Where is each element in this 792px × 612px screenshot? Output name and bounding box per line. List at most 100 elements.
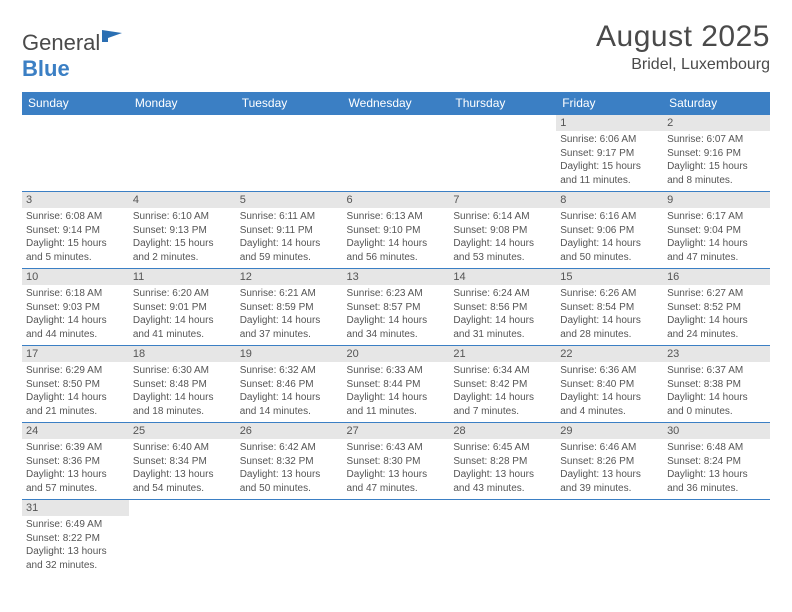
calendar-table: SundayMondayTuesdayWednesdayThursdayFrid… [22,92,770,576]
day-number-cell: 27 [343,423,450,440]
logo: GeneralBlue [22,20,124,82]
day-number-cell: 18 [129,346,236,363]
day-info-line: Daylight: 13 hours [26,468,125,482]
day-info-line: Sunrise: 6:08 AM [26,210,125,224]
day-info-line: Sunset: 9:11 PM [240,224,339,238]
day-content-cell: Sunrise: 6:21 AMSunset: 8:59 PMDaylight:… [236,285,343,346]
logo-text: GeneralBlue [22,28,124,82]
day-content-cell: Sunrise: 6:33 AMSunset: 8:44 PMDaylight:… [343,362,450,423]
day-content-cell: Sunrise: 6:07 AMSunset: 9:16 PMDaylight:… [663,131,770,192]
day-info-line: Daylight: 13 hours [667,468,766,482]
day-info-line: Sunrise: 6:11 AM [240,210,339,224]
day-info-line: and 59 minutes. [240,251,339,265]
day-info-line: Sunset: 8:57 PM [347,301,446,315]
day-info-line: Sunset: 8:52 PM [667,301,766,315]
day-content-cell: Sunrise: 6:11 AMSunset: 9:11 PMDaylight:… [236,208,343,269]
day-info-line: Daylight: 13 hours [453,468,552,482]
day-info-line: and 34 minutes. [347,328,446,342]
day-content-cell [449,516,556,576]
day-info-line: and 50 minutes. [560,251,659,265]
day-info-line: Sunrise: 6:37 AM [667,364,766,378]
weekday-header: Sunday [22,92,129,115]
header: GeneralBlue August 2025 Bridel, Luxembou… [22,20,770,82]
day-number-cell: 30 [663,423,770,440]
day-content-cell: Sunrise: 6:14 AMSunset: 9:08 PMDaylight:… [449,208,556,269]
day-info-line: Sunrise: 6:46 AM [560,441,659,455]
day-content-cell: Sunrise: 6:42 AMSunset: 8:32 PMDaylight:… [236,439,343,500]
day-number-cell: 14 [449,269,556,286]
day-number-cell: 5 [236,192,343,209]
day-info-line: Sunrise: 6:10 AM [133,210,232,224]
day-number-cell [236,500,343,517]
day-info-line: Daylight: 14 hours [453,314,552,328]
day-number-cell: 23 [663,346,770,363]
day-info-line: Daylight: 15 hours [667,160,766,174]
day-content-cell: Sunrise: 6:26 AMSunset: 8:54 PMDaylight:… [556,285,663,346]
day-number-cell: 8 [556,192,663,209]
weekday-header: Monday [129,92,236,115]
day-number-row: 3456789 [22,192,770,209]
day-info-line: Daylight: 13 hours [26,545,125,559]
day-content-cell: Sunrise: 6:43 AMSunset: 8:30 PMDaylight:… [343,439,450,500]
day-number-cell: 25 [129,423,236,440]
day-number-cell [343,115,450,132]
day-info-line: Sunset: 8:50 PM [26,378,125,392]
logo-flag-icon [102,28,124,44]
day-info-line: Sunset: 8:34 PM [133,455,232,469]
day-info-line: Sunrise: 6:40 AM [133,441,232,455]
day-content-row: Sunrise: 6:29 AMSunset: 8:50 PMDaylight:… [22,362,770,423]
day-number-cell: 19 [236,346,343,363]
day-content-cell: Sunrise: 6:29 AMSunset: 8:50 PMDaylight:… [22,362,129,423]
day-info-line: and 44 minutes. [26,328,125,342]
day-number-cell: 4 [129,192,236,209]
day-info-line: Sunrise: 6:32 AM [240,364,339,378]
day-number-row: 17181920212223 [22,346,770,363]
day-info-line: Daylight: 14 hours [453,391,552,405]
day-content-cell: Sunrise: 6:08 AMSunset: 9:14 PMDaylight:… [22,208,129,269]
day-number-row: 31 [22,500,770,517]
day-info-line: Sunset: 9:10 PM [347,224,446,238]
day-number-cell: 3 [22,192,129,209]
day-number-cell: 12 [236,269,343,286]
day-content-cell: Sunrise: 6:24 AMSunset: 8:56 PMDaylight:… [449,285,556,346]
day-info-line: and 32 minutes. [26,559,125,573]
day-info-line: and 41 minutes. [133,328,232,342]
day-content-cell: Sunrise: 6:34 AMSunset: 8:42 PMDaylight:… [449,362,556,423]
day-info-line: Sunrise: 6:36 AM [560,364,659,378]
day-info-line: Sunset: 8:24 PM [667,455,766,469]
day-info-line: and 31 minutes. [453,328,552,342]
day-info-line: Sunset: 9:01 PM [133,301,232,315]
day-info-line: Sunrise: 6:48 AM [667,441,766,455]
day-content-cell [129,131,236,192]
day-content-cell: Sunrise: 6:13 AMSunset: 9:10 PMDaylight:… [343,208,450,269]
day-info-line: Sunrise: 6:07 AM [667,133,766,147]
day-info-line: and 36 minutes. [667,482,766,496]
day-number-cell: 29 [556,423,663,440]
day-info-line: and 5 minutes. [26,251,125,265]
day-info-line: and 47 minutes. [667,251,766,265]
day-number-row: 24252627282930 [22,423,770,440]
day-info-line: Sunset: 8:22 PM [26,532,125,546]
day-info-line: Daylight: 14 hours [667,237,766,251]
day-info-line: Daylight: 15 hours [560,160,659,174]
day-info-line: Daylight: 13 hours [133,468,232,482]
day-info-line: and 28 minutes. [560,328,659,342]
weekday-header: Wednesday [343,92,450,115]
day-info-line: Sunset: 9:03 PM [26,301,125,315]
day-info-line: Daylight: 15 hours [26,237,125,251]
day-content-cell [129,516,236,576]
day-info-line: and 7 minutes. [453,405,552,419]
day-info-line: Sunset: 8:40 PM [560,378,659,392]
day-number-cell [22,115,129,132]
day-info-line: Daylight: 14 hours [26,391,125,405]
weekday-header: Tuesday [236,92,343,115]
day-number-cell: 24 [22,423,129,440]
day-info-line: Sunrise: 6:49 AM [26,518,125,532]
day-content-cell: Sunrise: 6:49 AMSunset: 8:22 PMDaylight:… [22,516,129,576]
day-number-cell [663,500,770,517]
day-number-cell: 7 [449,192,556,209]
day-content-cell: Sunrise: 6:06 AMSunset: 9:17 PMDaylight:… [556,131,663,192]
day-info-line: Sunrise: 6:39 AM [26,441,125,455]
day-info-line: Sunrise: 6:17 AM [667,210,766,224]
day-content-row: Sunrise: 6:39 AMSunset: 8:36 PMDaylight:… [22,439,770,500]
